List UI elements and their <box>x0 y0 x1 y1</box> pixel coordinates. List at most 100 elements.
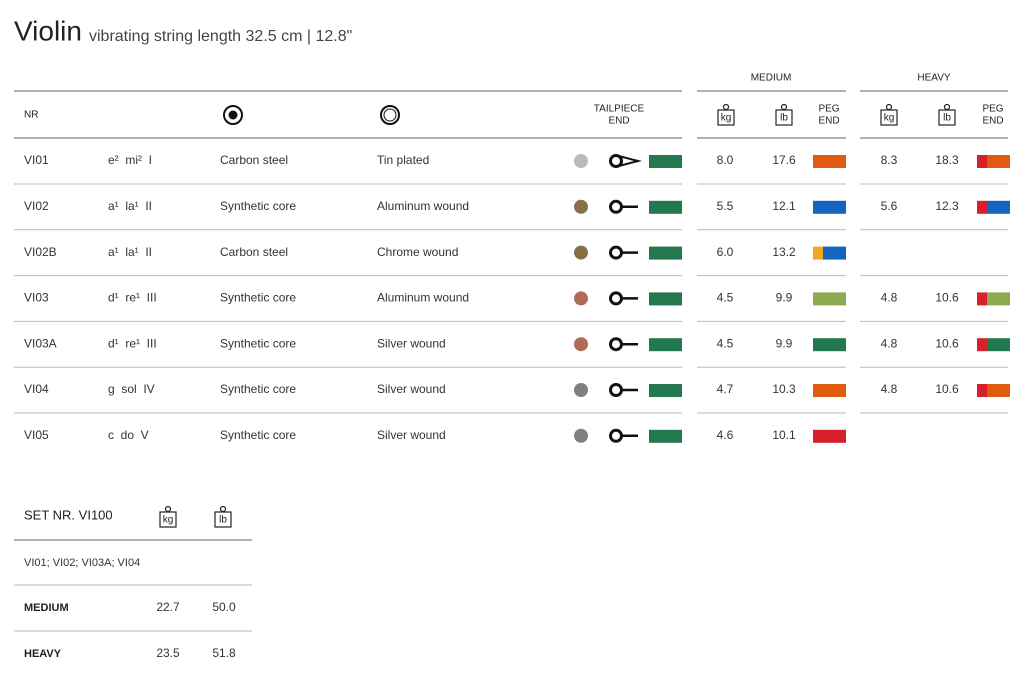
column-header: END <box>608 116 629 127</box>
cell: VI01 <box>24 153 49 167</box>
cell: 17.6 <box>772 153 796 167</box>
cell: VI02 <box>24 199 49 213</box>
weight-unit: lb <box>780 113 788 124</box>
cell: 50.0 <box>212 600 236 614</box>
peg-color <box>987 155 1010 168</box>
subtitle: vibrating string length 32.5 cm | 12.8" <box>89 28 352 45</box>
weight-unit: kg <box>884 113 895 124</box>
cell: 5.6 <box>881 199 898 213</box>
cell: Tin plated <box>377 153 429 167</box>
column-header: TAILPIECE <box>594 104 645 115</box>
weight-hook <box>219 505 227 513</box>
cell: 6.0 <box>717 245 734 259</box>
peg-color <box>987 200 1010 214</box>
cell: Synthetic core <box>220 336 296 350</box>
cell: 18.3 <box>935 153 959 167</box>
cell: 4.8 <box>881 382 898 396</box>
cell: a¹ la¹ II <box>108 199 152 213</box>
cell: 5.5 <box>717 199 734 213</box>
cell: 4.5 <box>717 336 734 350</box>
column-header: END <box>982 116 1003 127</box>
cell: 12.1 <box>772 199 796 213</box>
peg-color <box>813 292 846 306</box>
cell: Synthetic core <box>220 428 296 442</box>
tail-ball <box>609 337 623 352</box>
weight-hook <box>885 103 893 111</box>
cell: VI05 <box>24 428 49 442</box>
column-header: PEG <box>982 104 1003 115</box>
set-strings: VI01; VI02; VI03A; VI04 <box>24 557 140 569</box>
tail-ball <box>609 291 623 306</box>
cell: Silver wound <box>377 336 446 350</box>
cell: 9.9 <box>776 291 793 305</box>
cell: 22.7 <box>156 600 180 614</box>
tail-color <box>649 338 682 352</box>
peg-color <box>977 200 987 214</box>
peg-color <box>987 384 1010 397</box>
tail-ball <box>609 428 623 443</box>
cell: a¹ la¹ II <box>108 245 152 259</box>
weight-hook <box>943 103 951 111</box>
tail-color <box>649 384 682 397</box>
cell: 4.8 <box>881 336 898 350</box>
cell: Synthetic core <box>220 382 296 396</box>
cell: 8.3 <box>881 153 898 167</box>
cell: d¹ re¹ III <box>108 336 157 350</box>
tail-ball <box>609 383 623 397</box>
string-color <box>574 428 588 443</box>
cell: Aluminum wound <box>377 291 469 305</box>
peg-color <box>977 292 987 306</box>
cell: 8.0 <box>717 153 734 167</box>
group-header: HEAVY <box>917 73 950 84</box>
weight-hook <box>164 505 172 513</box>
peg-color <box>813 338 846 352</box>
peg-color <box>987 292 1010 306</box>
tail-loop <box>614 154 642 168</box>
cell: 23.5 <box>156 646 180 660</box>
tail-ball <box>609 154 623 168</box>
tail-color <box>649 246 682 260</box>
cell: 4.8 <box>881 291 898 305</box>
cell: 10.6 <box>935 291 959 305</box>
column-header: PEG <box>818 104 839 115</box>
string-color <box>574 337 588 352</box>
cell: VI02B <box>24 245 57 259</box>
weight-hook <box>780 103 788 111</box>
cell: Silver wound <box>377 382 446 396</box>
weight-unit: kg <box>721 113 732 124</box>
cell: 10.3 <box>772 382 796 396</box>
cell: Silver wound <box>377 428 446 442</box>
cell: Carbon steel <box>220 245 288 259</box>
group-header: MEDIUM <box>751 73 792 84</box>
tail-color <box>649 429 682 443</box>
peg-color <box>977 155 987 168</box>
cell: VI03A <box>24 336 57 350</box>
cell: 13.2 <box>772 245 796 259</box>
cell: 4.6 <box>717 428 734 442</box>
string-color <box>574 291 588 306</box>
set-title: SET NR. VI100 <box>24 507 113 522</box>
cell: 9.9 <box>776 336 793 350</box>
tail-ball <box>609 199 623 214</box>
peg-color <box>813 429 846 443</box>
string-color <box>574 383 588 397</box>
cell: Aluminum wound <box>377 199 469 213</box>
peg-color <box>813 384 846 397</box>
peg-color <box>813 246 823 260</box>
cell: 10.6 <box>935 336 959 350</box>
cell: 4.5 <box>717 291 734 305</box>
icon-core-dot <box>228 110 238 120</box>
cell: d¹ re¹ III <box>108 291 157 305</box>
peg-color <box>977 384 987 397</box>
tail-color <box>649 292 682 306</box>
cell: 10.1 <box>772 428 796 442</box>
cell: Synthetic core <box>220 291 296 305</box>
cell: 51.8 <box>212 646 236 660</box>
cell: Chrome wound <box>377 245 458 259</box>
cell: g sol IV <box>108 382 155 396</box>
cell: 4.7 <box>717 382 734 396</box>
icon-wound-in <box>383 108 397 122</box>
tail-ball <box>609 245 623 260</box>
string-color <box>574 245 588 260</box>
icon-core <box>223 105 243 125</box>
